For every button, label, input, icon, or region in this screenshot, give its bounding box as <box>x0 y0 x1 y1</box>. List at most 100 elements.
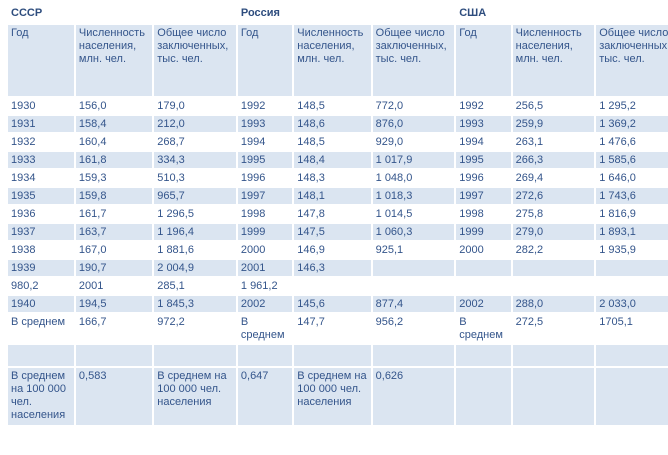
table-cell: 1 646,0 <box>599 172 636 184</box>
table-cell: 2000 <box>240 244 266 256</box>
table-cell: 146,3 <box>294 260 371 276</box>
table-cell: 1997 <box>237 188 293 204</box>
table-row: 1940 194,5 1 845,3 2002 145,6 877,4 2002 288,0 2… <box>8 296 668 312</box>
table-cell: 266,3 <box>512 152 595 168</box>
table-cell: 510,3 <box>157 172 185 184</box>
table-cell: 1938 <box>11 244 36 256</box>
table-cell: 2002 <box>237 296 293 312</box>
table-cell <box>596 345 668 366</box>
column-header: Год <box>456 25 511 96</box>
table-cell: 965,7 <box>154 188 236 204</box>
table-cell: В среднем на 100 000 чел. населения <box>154 368 236 425</box>
table-cell: 1 816,9 <box>599 208 636 220</box>
table-cell: 159,8 <box>75 188 153 204</box>
table-cell: 256,5 <box>515 100 544 112</box>
table-cell: 1 014,5 <box>375 208 413 220</box>
table-cell: 148,5 <box>297 136 325 148</box>
table-cell: 1933 <box>8 152 74 168</box>
table-cell: 877,4 <box>372 296 455 312</box>
table-cell <box>75 345 153 366</box>
table-cell: 1997 <box>456 188 511 204</box>
table-cell: 147,7 <box>297 316 325 328</box>
table-row: 980,2 2001 285,1 1 961,2 <box>8 278 668 294</box>
table-cell: 1999 <box>237 224 293 240</box>
table-cell: 279,0 <box>512 224 595 240</box>
table-row: 1938 167,0 1 881,6 2000 146,9 925,1 2000 282,2 1… <box>8 242 668 258</box>
table-cell: 1996 <box>459 172 484 184</box>
table-cell <box>512 260 595 276</box>
table-cell: 1998 <box>459 208 484 220</box>
table-row: В среднем на 100 000 чел. населения 0,583… <box>8 368 668 425</box>
table-cell: 148,3 <box>297 172 325 184</box>
table-row: 1933 161,8 334,3 1995 148,4 1 017,9 1995 266,3 1… <box>8 152 668 168</box>
table-cell: 1705,1 <box>599 316 633 328</box>
table-cell: 167,0 <box>78 244 107 256</box>
table-cell: 1 961,2 <box>240 280 278 292</box>
table-cell: 2001 <box>78 280 104 292</box>
table-cell <box>456 345 511 366</box>
table-cell: 147,8 <box>297 208 325 220</box>
column-header: Год <box>8 25 74 96</box>
table-cell: 272,5 <box>515 316 544 328</box>
table-row: В среднем 166,7 972,2 В среднем 147,7 956,2 В … <box>8 314 668 343</box>
table-cell: 0,626 <box>372 368 455 425</box>
table-cell: В среднем на 100 000 чел. населения <box>8 368 74 425</box>
table-cell: 156,0 <box>78 100 107 112</box>
table-cell: 980,2 <box>11 280 39 292</box>
table-cell <box>596 260 668 276</box>
table-cell: 288,0 <box>512 296 595 312</box>
table-cell: 212,0 <box>154 116 236 132</box>
table-cell: 269,4 <box>515 172 544 184</box>
table-cell: 148,5 <box>297 100 325 112</box>
table-cell: 272,6 <box>512 188 595 204</box>
table-cell: 1994 <box>459 136 484 148</box>
table-cell: 956,2 <box>375 316 404 328</box>
table-cell <box>513 278 595 294</box>
table-cell: 1937 <box>8 224 74 240</box>
table-cell: 1 018,3 <box>372 188 455 204</box>
table-cell <box>8 345 74 366</box>
table-cell: 2002 <box>456 296 511 312</box>
table-cell: 148,4 <box>294 152 371 168</box>
table-cell: 161,7 <box>78 208 107 220</box>
table-cell: 259,9 <box>512 116 595 132</box>
table-cell: 2 004,9 <box>154 260 236 276</box>
table-row: 1935 159,8 965,7 1997 148,1 1 018,3 1997 272,6 1… <box>8 188 668 204</box>
column-header: Год <box>237 25 293 96</box>
table-cell: 160,4 <box>78 136 107 148</box>
column-header: Численность населения, млн. чел. <box>75 25 153 96</box>
table-cell: 1 881,6 <box>157 244 194 256</box>
table-cell <box>372 345 455 366</box>
table-cell: В среднем <box>240 316 285 341</box>
table-cell: 268,7 <box>157 136 185 148</box>
table-cell: 1 296,5 <box>157 208 194 220</box>
column-header: Общее число заключенных, тыс. чел. <box>596 25 668 96</box>
table-cell: 158,4 <box>75 116 153 132</box>
table-cell: 1 893,1 <box>596 224 668 240</box>
table-cell: 1936 <box>11 208 36 220</box>
table-cell: 929,0 <box>375 136 404 148</box>
table-cell: 1935 <box>8 188 74 204</box>
table-cell: 1931 <box>8 116 74 132</box>
table-cell: 925,1 <box>375 244 404 256</box>
table-row: 1939 190,7 2 004,9 2001 146,3 <box>8 260 668 276</box>
column-header: Общее число заключенных, тыс. чел. <box>372 25 455 96</box>
table-cell: 1995 <box>237 152 293 168</box>
table-cell: 263,1 <box>515 136 544 148</box>
table-cell: 1 017,9 <box>372 152 455 168</box>
table-row: 1934 159,3 510,3 1996 148,3 1 048,0 1996 269,4 1… <box>8 170 668 186</box>
table-cell <box>512 345 595 366</box>
table-cell: 1 295,2 <box>599 100 636 112</box>
table-cell: 1 743,6 <box>596 188 668 204</box>
table-cell: 147,5 <box>294 224 371 240</box>
table-row: 1931 158,4 212,0 1993 148,6 876,0 1993 259,9 1 3… <box>8 116 668 132</box>
table-cell: 275,8 <box>515 208 544 220</box>
table-cell <box>512 368 595 425</box>
table-cell: В среднем <box>459 316 503 341</box>
table-cell: 1 476,6 <box>599 136 636 148</box>
table-cell: 2001 <box>237 260 293 276</box>
table-cell <box>596 278 668 294</box>
table-cell: 1930 <box>11 100 36 112</box>
table-cell: 146,9 <box>297 244 325 256</box>
